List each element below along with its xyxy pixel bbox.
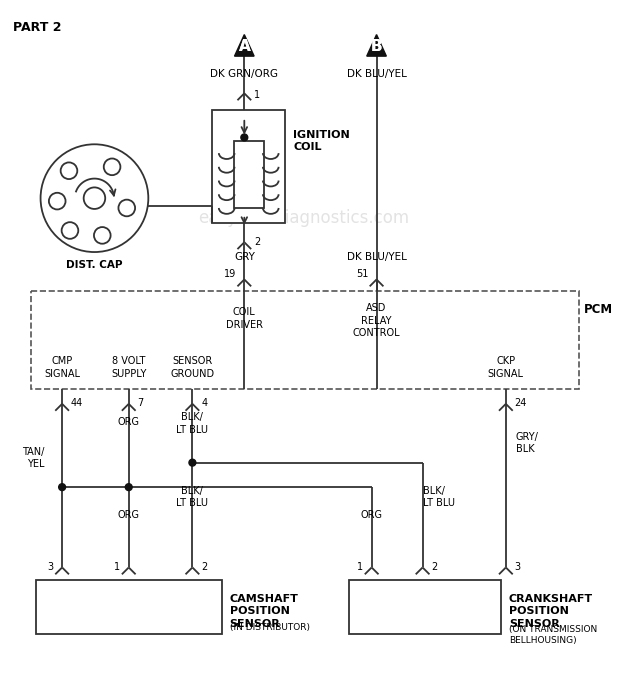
Text: 1: 1 (254, 90, 260, 100)
Text: CKP
SIGNAL: CKP SIGNAL (488, 356, 524, 379)
Text: 3: 3 (67, 226, 73, 235)
Circle shape (61, 162, 77, 179)
Bar (212, 110, 286, 223)
Circle shape (241, 134, 248, 141)
Text: 1: 1 (114, 563, 120, 573)
Text: 44: 44 (71, 398, 83, 408)
Circle shape (104, 158, 121, 175)
Text: 4: 4 (201, 398, 207, 408)
Bar (36, 580, 222, 634)
Text: 3: 3 (515, 563, 521, 573)
Text: 2: 2 (201, 563, 208, 573)
Text: 3: 3 (47, 563, 53, 573)
Text: 8 VOLT
SUPPLY: 8 VOLT SUPPLY (111, 356, 146, 379)
Text: GRY: GRY (234, 252, 255, 262)
Text: COIL
DRIVER: COIL DRIVER (226, 307, 263, 330)
Bar (349, 580, 501, 634)
Circle shape (189, 459, 196, 466)
Polygon shape (234, 34, 254, 56)
Text: DK BLU/YEL: DK BLU/YEL (347, 252, 407, 262)
Text: GRY/
BLK: GRY/ BLK (515, 432, 538, 454)
Text: (IN DISTRIBUTOR): (IN DISTRIBUTOR) (230, 623, 310, 632)
Text: IGNITION
COIL: IGNITION COIL (294, 130, 350, 152)
Text: 2: 2 (254, 237, 260, 247)
Text: 7: 7 (138, 398, 144, 408)
Text: ORG: ORG (117, 416, 140, 426)
Bar (31, 291, 579, 389)
Text: BLK/
LT BLU: BLK/ LT BLU (176, 412, 208, 435)
Circle shape (94, 227, 111, 244)
Text: PART 2: PART 2 (13, 21, 62, 34)
Text: DIST. CAP: DIST. CAP (66, 260, 123, 270)
Text: DK BLU/YEL: DK BLU/YEL (347, 69, 407, 79)
Text: BLK/
LT BLU: BLK/ LT BLU (423, 486, 455, 508)
Text: easyautodiagnostics.com: easyautodiagnostics.com (198, 209, 410, 227)
Text: 5: 5 (124, 204, 130, 213)
Text: BLK/
LT BLU: BLK/ LT BLU (176, 486, 208, 508)
Text: 1: 1 (66, 166, 72, 175)
Text: A: A (239, 39, 250, 54)
Text: CRANKSHAFT
POSITION
SENSOR: CRANKSHAFT POSITION SENSOR (509, 594, 593, 629)
Text: A: A (239, 39, 250, 54)
Circle shape (41, 144, 148, 252)
Text: ASD
RELAY
CONTROL: ASD RELAY CONTROL (353, 303, 400, 338)
Text: 2: 2 (431, 563, 438, 573)
Circle shape (59, 484, 66, 491)
Circle shape (83, 188, 105, 209)
Text: 51: 51 (357, 269, 369, 279)
Text: 2: 2 (54, 197, 61, 206)
Text: 1: 1 (357, 563, 363, 573)
Text: CAMSHAFT
POSITION
SENSOR: CAMSHAFT POSITION SENSOR (230, 594, 298, 629)
Text: DK GRN/ORG: DK GRN/ORG (210, 69, 278, 79)
Text: B: B (371, 39, 383, 54)
Text: ORG: ORG (117, 510, 140, 519)
Circle shape (49, 193, 66, 209)
Text: (ON TRANSMISSION
BELLHOUSING): (ON TRANSMISSION BELLHOUSING) (509, 625, 597, 645)
Circle shape (119, 199, 135, 216)
Text: 4: 4 (99, 231, 106, 240)
Bar (234, 141, 264, 208)
Text: ORG: ORG (361, 510, 383, 519)
Text: CMP
SIGNAL: CMP SIGNAL (44, 356, 80, 379)
Polygon shape (366, 34, 386, 56)
Circle shape (125, 484, 132, 491)
Text: TAN/
YEL: TAN/ YEL (22, 447, 44, 469)
Text: 24: 24 (515, 398, 527, 408)
Text: 6: 6 (109, 162, 115, 172)
Text: 19: 19 (224, 269, 237, 279)
Text: SENSOR
GROUND: SENSOR GROUND (171, 356, 214, 379)
Text: B: B (371, 39, 383, 54)
Text: PCM: PCM (584, 303, 613, 316)
Circle shape (62, 222, 78, 239)
